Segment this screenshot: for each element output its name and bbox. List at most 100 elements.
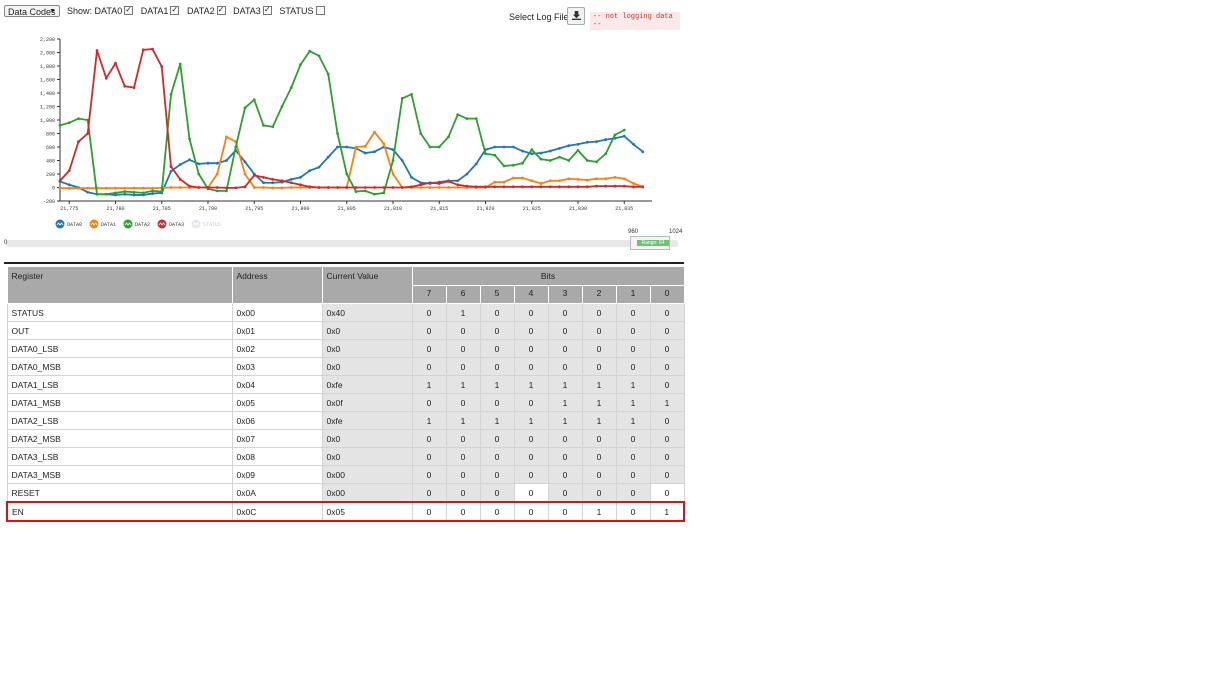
register-bit-6[interactable]: 0 xyxy=(445,321,481,340)
register-bit-7[interactable]: 1 xyxy=(411,411,447,430)
register-bit-0[interactable]: 0 xyxy=(649,321,685,340)
register-bit-5[interactable]: 0 xyxy=(479,321,515,340)
register-bit-5[interactable]: 0 xyxy=(479,303,515,322)
register-bit-7[interactable]: 0 xyxy=(411,429,447,448)
show-status-checkbox[interactable] xyxy=(315,6,325,15)
register-bit-6[interactable]: 1 xyxy=(445,411,481,430)
register-bit-0[interactable]: 0 xyxy=(649,303,685,322)
register-bit-0[interactable]: 1 xyxy=(649,393,685,412)
legend-item-data0[interactable]: DATA0 xyxy=(55,219,83,229)
register-bit-6[interactable]: 0 xyxy=(445,339,481,358)
register-bit-5[interactable]: 1 xyxy=(479,375,515,394)
register-bit-5[interactable]: 0 xyxy=(479,357,515,376)
register-bit-2[interactable]: 1 xyxy=(581,501,617,522)
range-slider-range[interactable]: Range: 64 xyxy=(637,240,669,246)
show-data3[interactable]: DATA3 xyxy=(233,4,272,16)
register-bit-1[interactable]: 0 xyxy=(615,483,651,503)
range-slider-track[interactable] xyxy=(6,240,678,247)
show-data1-checkbox[interactable] xyxy=(170,4,180,15)
show-data0[interactable]: DATA0 xyxy=(95,4,134,16)
register-bit-4[interactable]: 0 xyxy=(513,429,549,448)
register-bit-6[interactable]: 1 xyxy=(445,375,481,394)
register-bit-7[interactable]: 0 xyxy=(411,447,447,466)
register-bit-1[interactable]: 1 xyxy=(615,375,651,394)
register-bit-7[interactable]: 0 xyxy=(411,321,447,340)
register-bit-7[interactable]: 0 xyxy=(411,339,447,358)
register-value[interactable]: 0x40 xyxy=(321,303,413,322)
legend-item-status[interactable]: STATUS xyxy=(191,219,222,229)
register-bit-1[interactable]: 1 xyxy=(615,411,651,430)
register-value[interactable]: 0x00 xyxy=(321,465,413,484)
register-bit-3[interactable]: 0 xyxy=(547,447,583,466)
register-bit-3[interactable]: 1 xyxy=(547,393,583,412)
register-bit-6[interactable]: 0 xyxy=(445,429,481,448)
register-bit-0[interactable]: 0 xyxy=(649,429,685,448)
register-bit-7[interactable]: 0 xyxy=(411,483,447,503)
show-data0-checkbox[interactable] xyxy=(124,4,134,15)
register-bit-0[interactable]: 0 xyxy=(649,339,685,358)
register-bit-6[interactable]: 0 xyxy=(445,357,481,376)
register-bit-3[interactable]: 0 xyxy=(547,321,583,340)
show-status[interactable]: STATUS xyxy=(279,6,325,16)
register-bit-4[interactable]: 0 xyxy=(513,339,549,358)
register-bit-7[interactable]: 0 xyxy=(411,393,447,412)
register-bit-1[interactable]: 0 xyxy=(615,357,651,376)
register-bit-6[interactable]: 0 xyxy=(445,465,481,484)
register-bit-5[interactable]: 1 xyxy=(479,411,515,430)
show-data2-checkbox[interactable] xyxy=(216,4,226,15)
register-bit-4[interactable]: 0 xyxy=(513,447,549,466)
register-bit-3[interactable]: 0 xyxy=(547,501,583,522)
register-bit-7[interactable]: 0 xyxy=(411,501,447,522)
register-bit-0[interactable]: 0 xyxy=(649,357,685,376)
register-bit-7[interactable]: 0 xyxy=(411,357,447,376)
register-value[interactable]: 0xfe xyxy=(321,411,413,430)
register-bit-1[interactable]: 0 xyxy=(615,339,651,358)
show-data2[interactable]: DATA2 xyxy=(187,4,226,16)
register-bit-2[interactable]: 1 xyxy=(581,375,617,394)
register-bit-3[interactable]: 0 xyxy=(547,465,583,484)
register-bit-3[interactable]: 1 xyxy=(547,375,583,394)
register-bit-1[interactable]: 0 xyxy=(615,429,651,448)
register-value[interactable]: 0x0 xyxy=(321,339,413,358)
register-bit-7[interactable]: 0 xyxy=(411,303,447,322)
register-bit-1[interactable]: 0 xyxy=(615,501,651,522)
register-bit-5[interactable]: 0 xyxy=(479,339,515,358)
register-bit-2[interactable]: 0 xyxy=(581,429,617,448)
register-bit-4[interactable]: 1 xyxy=(513,375,549,394)
range-slider-window[interactable]: Range: 64 xyxy=(630,236,670,250)
register-bit-7[interactable]: 0 xyxy=(411,465,447,484)
register-value[interactable]: 0x00 xyxy=(321,483,413,503)
register-bit-4[interactable]: 0 xyxy=(513,483,549,503)
register-bit-5[interactable]: 0 xyxy=(479,501,515,522)
register-value[interactable]: 0x0 xyxy=(321,447,413,466)
register-bit-3[interactable]: 0 xyxy=(547,357,583,376)
legend-item-data1[interactable]: DATA1 xyxy=(89,219,117,229)
register-bit-6[interactable]: 1 xyxy=(445,303,481,322)
register-bit-7[interactable]: 1 xyxy=(411,375,447,394)
register-bit-0[interactable]: 1 xyxy=(649,501,685,522)
register-bit-6[interactable]: 0 xyxy=(445,483,481,503)
register-bit-0[interactable]: 0 xyxy=(649,465,685,484)
register-bit-2[interactable]: 0 xyxy=(581,339,617,358)
register-bit-4[interactable]: 1 xyxy=(513,411,549,430)
register-bit-0[interactable]: 0 xyxy=(649,447,685,466)
register-bit-1[interactable]: 0 xyxy=(615,303,651,322)
register-bit-3[interactable]: 1 xyxy=(547,411,583,430)
register-bit-6[interactable]: 0 xyxy=(445,447,481,466)
register-bit-2[interactable]: 0 xyxy=(581,357,617,376)
register-bit-5[interactable]: 0 xyxy=(479,429,515,448)
register-value[interactable]: 0x0 xyxy=(321,429,413,448)
register-bit-3[interactable]: 0 xyxy=(547,429,583,448)
register-bit-2[interactable]: 0 xyxy=(581,303,617,322)
register-bit-1[interactable]: 0 xyxy=(615,465,651,484)
register-bit-2[interactable]: 0 xyxy=(581,465,617,484)
select-log-file-button[interactable] xyxy=(567,7,585,25)
register-bit-3[interactable]: 0 xyxy=(547,339,583,358)
register-bit-3[interactable]: 0 xyxy=(547,483,583,503)
register-bit-5[interactable]: 0 xyxy=(479,465,515,484)
register-bit-0[interactable]: 0 xyxy=(649,411,685,430)
register-value[interactable]: 0x05 xyxy=(321,501,413,522)
data-mode-select[interactable]: Data Codes ▼ xyxy=(4,5,60,17)
register-bit-1[interactable]: 1 xyxy=(615,393,651,412)
register-bit-1[interactable]: 0 xyxy=(615,321,651,340)
